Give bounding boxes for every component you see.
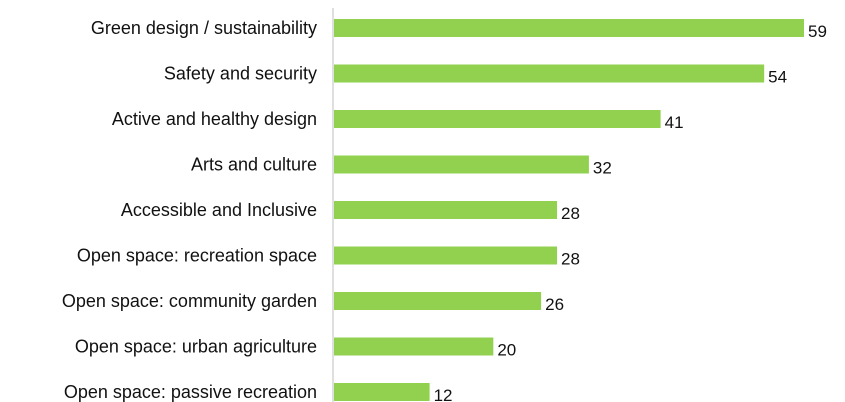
- value-label: 26: [545, 295, 564, 314]
- value-label: 41: [665, 113, 684, 132]
- category-label: Green design / sustainability: [91, 18, 317, 38]
- value-label: 32: [593, 159, 612, 178]
- value-label: 12: [434, 386, 453, 402]
- category-label: Arts and culture: [191, 155, 317, 175]
- category-label: Open space: passive recreation: [64, 382, 317, 402]
- bar: [334, 19, 804, 37]
- value-labels: 59 54 41 32 28 28 26 20 12: [434, 22, 827, 402]
- bar: [334, 292, 542, 310]
- category-label: Safety and security: [164, 64, 317, 84]
- bar: [334, 201, 558, 219]
- bars: [334, 19, 804, 401]
- category-label: Active and healthy design: [112, 109, 317, 129]
- bar: [334, 337, 494, 356]
- category-labels: Green design / sustainability Safety and …: [62, 18, 317, 402]
- category-label: Open space: community garden: [62, 291, 317, 311]
- category-label: Accessible and Inclusive: [121, 200, 317, 220]
- category-label: Open space: urban agriculture: [75, 337, 317, 357]
- value-label: 54: [768, 68, 787, 87]
- value-label: 28: [561, 204, 580, 223]
- value-label: 20: [497, 341, 516, 360]
- bar: [334, 383, 430, 401]
- value-label: 28: [561, 250, 580, 269]
- value-label: 59: [808, 22, 827, 41]
- category-label: Open space: recreation space: [77, 246, 317, 266]
- bar: [334, 246, 558, 265]
- bar: [334, 155, 589, 174]
- bar: [334, 110, 661, 128]
- bar: [334, 64, 765, 83]
